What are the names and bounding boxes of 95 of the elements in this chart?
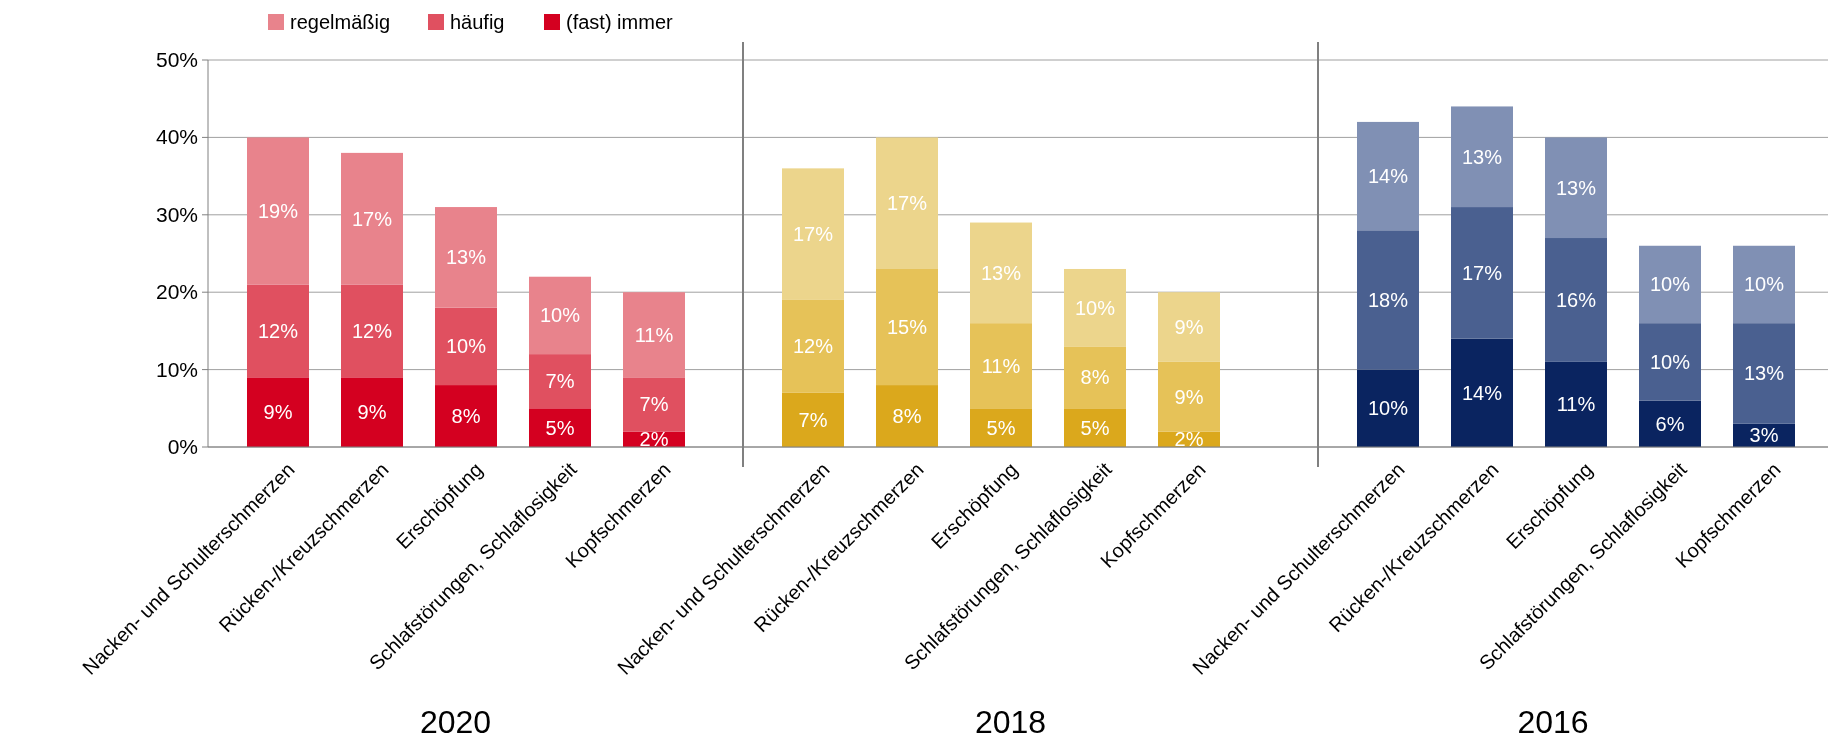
bar xyxy=(529,354,591,409)
data-label: 9% xyxy=(263,401,293,424)
bar xyxy=(623,292,685,378)
y-tick-label: 40% xyxy=(155,125,198,149)
bar xyxy=(247,284,309,378)
data-label: 5% xyxy=(545,416,575,439)
bar xyxy=(529,276,591,355)
y-tick-label: 20% xyxy=(155,280,198,304)
bar xyxy=(1064,346,1126,409)
data-label: 17% xyxy=(351,207,393,230)
data-label: 15% xyxy=(886,316,928,339)
data-label: 10% xyxy=(1367,397,1409,420)
data-label: 8% xyxy=(451,405,481,428)
bar xyxy=(1545,137,1607,239)
bar xyxy=(876,268,938,386)
bar xyxy=(341,377,403,447)
bar xyxy=(341,152,403,285)
x-axis-title: 2020 xyxy=(419,704,492,740)
bar xyxy=(1158,361,1220,432)
data-label: 12% xyxy=(792,335,834,358)
bar xyxy=(970,222,1032,324)
data-label: 19% xyxy=(257,199,299,222)
bar xyxy=(435,207,497,308)
data-label: 12% xyxy=(351,319,393,342)
bar xyxy=(876,137,938,269)
bar xyxy=(1733,245,1795,324)
bar xyxy=(876,385,938,447)
data-label: 18% xyxy=(1367,288,1409,311)
y-tick-label: 30% xyxy=(155,202,198,226)
y-tick-label: 50% xyxy=(155,48,198,71)
y-tick-label: 0% xyxy=(167,435,198,458)
data-label: 17% xyxy=(1461,261,1503,284)
data-label: 10% xyxy=(1649,273,1691,296)
data-label: 5% xyxy=(1080,416,1110,439)
x-axis-title: 2018 xyxy=(974,704,1047,740)
data-label: 11% xyxy=(981,354,1021,377)
data-label: 9% xyxy=(1174,385,1204,408)
data-label: 9% xyxy=(357,401,387,424)
legend-label: regelmäßig xyxy=(290,11,391,33)
data-label: 7% xyxy=(639,393,669,416)
bar xyxy=(1451,207,1513,339)
data-label: 13% xyxy=(1743,362,1785,385)
bar xyxy=(1733,323,1795,424)
bar xyxy=(1357,121,1419,231)
bar xyxy=(341,284,403,378)
data-label: 17% xyxy=(886,192,928,215)
data-label: 8% xyxy=(892,405,922,428)
x-axis-title: 2016 xyxy=(1517,704,1589,740)
data-label: 7% xyxy=(545,370,575,393)
data-label: 10% xyxy=(1074,296,1116,319)
bar xyxy=(1451,106,1513,208)
data-label: 14% xyxy=(1367,165,1409,188)
bar xyxy=(1545,361,1607,447)
data-label: 13% xyxy=(980,261,1022,284)
bar xyxy=(1639,323,1701,401)
data-label: 7% xyxy=(798,408,828,431)
data-label: 8% xyxy=(1080,366,1110,389)
data-label: 5% xyxy=(986,416,1016,439)
bar xyxy=(1639,245,1701,324)
data-label: 17% xyxy=(792,223,834,246)
data-label: 12% xyxy=(257,319,299,342)
data-label: 11% xyxy=(1556,393,1596,416)
bar xyxy=(1357,369,1419,447)
data-label: 10% xyxy=(1743,273,1785,296)
data-label: 10% xyxy=(1649,350,1691,373)
data-label: 14% xyxy=(1461,381,1503,404)
bar xyxy=(435,307,497,386)
bar xyxy=(1545,238,1607,362)
data-label: 3% xyxy=(1749,424,1779,447)
data-label: 2% xyxy=(1174,428,1204,451)
bar xyxy=(247,137,309,285)
bar xyxy=(1357,230,1419,370)
data-label: 13% xyxy=(1555,176,1597,199)
data-label: 11% xyxy=(634,323,674,346)
bar xyxy=(435,385,497,447)
bar xyxy=(623,377,685,432)
data-label: 16% xyxy=(1555,288,1597,311)
legend-label: (fast) immer xyxy=(566,11,673,33)
data-label: 2% xyxy=(639,428,669,451)
data-label: 6% xyxy=(1655,412,1685,435)
bar xyxy=(782,168,844,300)
bar xyxy=(782,299,844,393)
bar xyxy=(1064,268,1126,347)
bar xyxy=(970,323,1032,409)
bar xyxy=(247,377,309,447)
bar xyxy=(1158,292,1220,362)
data-label: 10% xyxy=(445,335,487,358)
data-label: 9% xyxy=(1174,316,1204,339)
data-label: 10% xyxy=(539,304,581,327)
y-tick-label: 10% xyxy=(155,357,198,381)
bar xyxy=(1451,338,1513,447)
data-label: 13% xyxy=(1461,145,1503,168)
bar xyxy=(782,392,844,447)
legend-label: häufig xyxy=(450,11,505,33)
data-label: 13% xyxy=(445,246,487,269)
